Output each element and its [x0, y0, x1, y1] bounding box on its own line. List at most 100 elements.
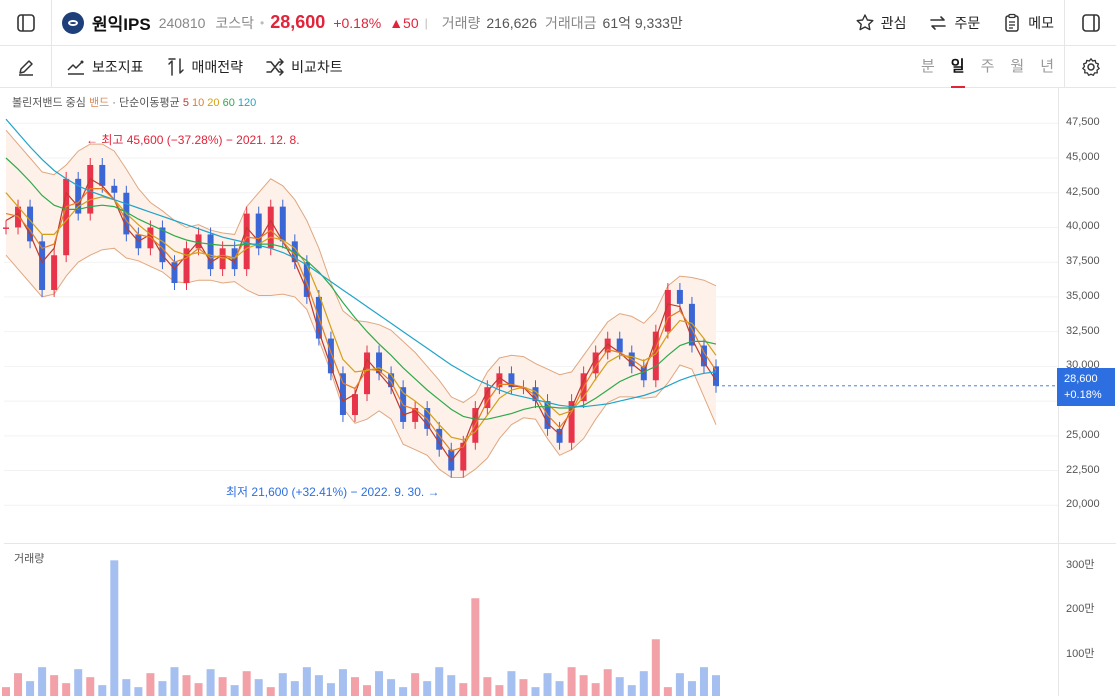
candle-body: [267, 206, 274, 249]
indicator-button[interactable]: 보조지표: [66, 57, 144, 77]
price-tick-label: 20,000: [1066, 498, 1100, 511]
candle-body: [351, 394, 358, 415]
volume-tick-label: 300만: [1066, 559, 1095, 571]
max-price-annotation: ← 최고 45,600 (−37.28%) − 2021. 12. 8.: [86, 133, 300, 147]
volume-bar: [603, 669, 612, 696]
candle-body: [3, 227, 9, 229]
strategy-label: 매매전략: [191, 58, 244, 75]
memo-label: 메모: [1028, 15, 1054, 31]
sidebar-toggle-button[interactable]: [0, 0, 52, 46]
volume-bar: [110, 560, 119, 696]
volume-bar: [302, 667, 311, 696]
tab-month[interactable]: 월: [1010, 58, 1025, 75]
volume-bar: [230, 685, 239, 696]
draw-tool-button[interactable]: [0, 45, 52, 88]
price-tick-label: 22,500: [1066, 463, 1100, 476]
candle-body: [616, 338, 623, 353]
price-tick-label: 40,000: [1066, 220, 1100, 233]
volume-bar: [712, 675, 720, 696]
change-rate: +0.18%: [333, 14, 382, 31]
memo-icon: [1005, 13, 1019, 32]
memo-button[interactable]: 메모: [1002, 13, 1054, 33]
stock-code: 240810: [158, 14, 206, 31]
volume-bar: [459, 683, 468, 696]
volume-bar: [699, 667, 708, 696]
volume-bar: [651, 639, 660, 696]
price-change: ▲50: [389, 14, 419, 31]
candle-body: [303, 262, 310, 297]
price-tick-label: 37,500: [1066, 255, 1100, 268]
volume-bar: [314, 675, 323, 696]
volume-bar: [194, 683, 203, 696]
candle-body: [231, 248, 238, 270]
candle-body: [39, 241, 46, 290]
candle-body: [388, 373, 395, 388]
volume-bar: [170, 667, 179, 696]
settings-button[interactable]: [1064, 46, 1116, 88]
volume-bar: [290, 681, 299, 696]
moving-average-line-10: [5, 187, 717, 452]
period-tabs: 분 일 주 월 년: [921, 46, 1054, 88]
volume-bar: [38, 667, 47, 696]
chart-legend: 볼린저밴드 중심 밴드 · 단순이동평균 5 10 20 60 120: [12, 94, 256, 110]
volume-bar: [531, 687, 540, 696]
legend-separator: ·: [112, 97, 116, 109]
tab-week[interactable]: 주: [980, 58, 995, 75]
candle-body: [255, 213, 262, 249]
amount-value: 61억 9,333만: [602, 14, 683, 31]
candle-body: [496, 373, 503, 388]
chart-area[interactable]: [0, 88, 1116, 696]
compare-button[interactable]: 비교차트: [265, 57, 343, 77]
sidebar-icon: [16, 13, 35, 32]
star-icon: [856, 14, 874, 31]
volume-bar: [98, 685, 107, 696]
panel-toggle-button[interactable]: [1064, 0, 1116, 46]
pencil-icon: [18, 59, 33, 76]
order-button[interactable]: 주문: [928, 13, 980, 33]
legend-bollinger: 볼린저밴드 중심: [12, 97, 86, 109]
volume-bar: [254, 679, 263, 696]
candle-body: [664, 289, 671, 332]
candle-body: [556, 428, 563, 443]
volume-bar: [555, 681, 564, 696]
volume-bar: [2, 687, 10, 696]
volume-bar: [206, 669, 215, 696]
volume-bar: [579, 675, 588, 696]
company-logo: [62, 11, 84, 34]
watchlist-label: 관심: [880, 15, 907, 31]
candle-body: [700, 345, 707, 367]
swap-icon: [930, 16, 947, 30]
price-tick-label: 25,000: [1066, 428, 1100, 441]
candle-body: [159, 227, 166, 263]
volume-bar: [350, 677, 359, 696]
volume-bar: [242, 671, 251, 696]
strategy-button[interactable]: 매매전략: [166, 57, 244, 77]
price-tick-label: 35,000: [1066, 289, 1100, 302]
volume-value: 216,626: [486, 14, 537, 31]
candle-body: [27, 206, 34, 242]
price-tick-label: 45,000: [1066, 151, 1100, 163]
moving-average-line-60: [5, 157, 717, 420]
tab-minute[interactable]: 분: [920, 58, 935, 75]
volume-bar: [218, 677, 227, 696]
volume-bar: [507, 671, 516, 696]
legend-band: 밴드: [88, 97, 110, 109]
volume-bar: [567, 667, 576, 696]
volume-bar: [639, 671, 648, 696]
tab-day[interactable]: 일: [950, 46, 965, 88]
candle-body: [279, 206, 286, 242]
moving-average-line-120: [5, 118, 717, 408]
volume-bar: [495, 685, 504, 696]
candle-body: [291, 241, 298, 263]
watchlist-button[interactable]: 관심: [855, 13, 907, 33]
volume-bar: [411, 673, 420, 696]
volume-bar: [387, 679, 396, 696]
volume-bar: [50, 675, 59, 696]
candle-body: [676, 289, 683, 304]
indicator-icon: [67, 60, 84, 75]
compare-label: 비교차트: [291, 58, 343, 75]
tab-year[interactable]: 년: [1040, 58, 1054, 75]
candle-body: [508, 373, 515, 388]
legend-ma-values: 5 10 20 60 120: [183, 97, 256, 109]
separator-dot: |: [424, 15, 428, 30]
